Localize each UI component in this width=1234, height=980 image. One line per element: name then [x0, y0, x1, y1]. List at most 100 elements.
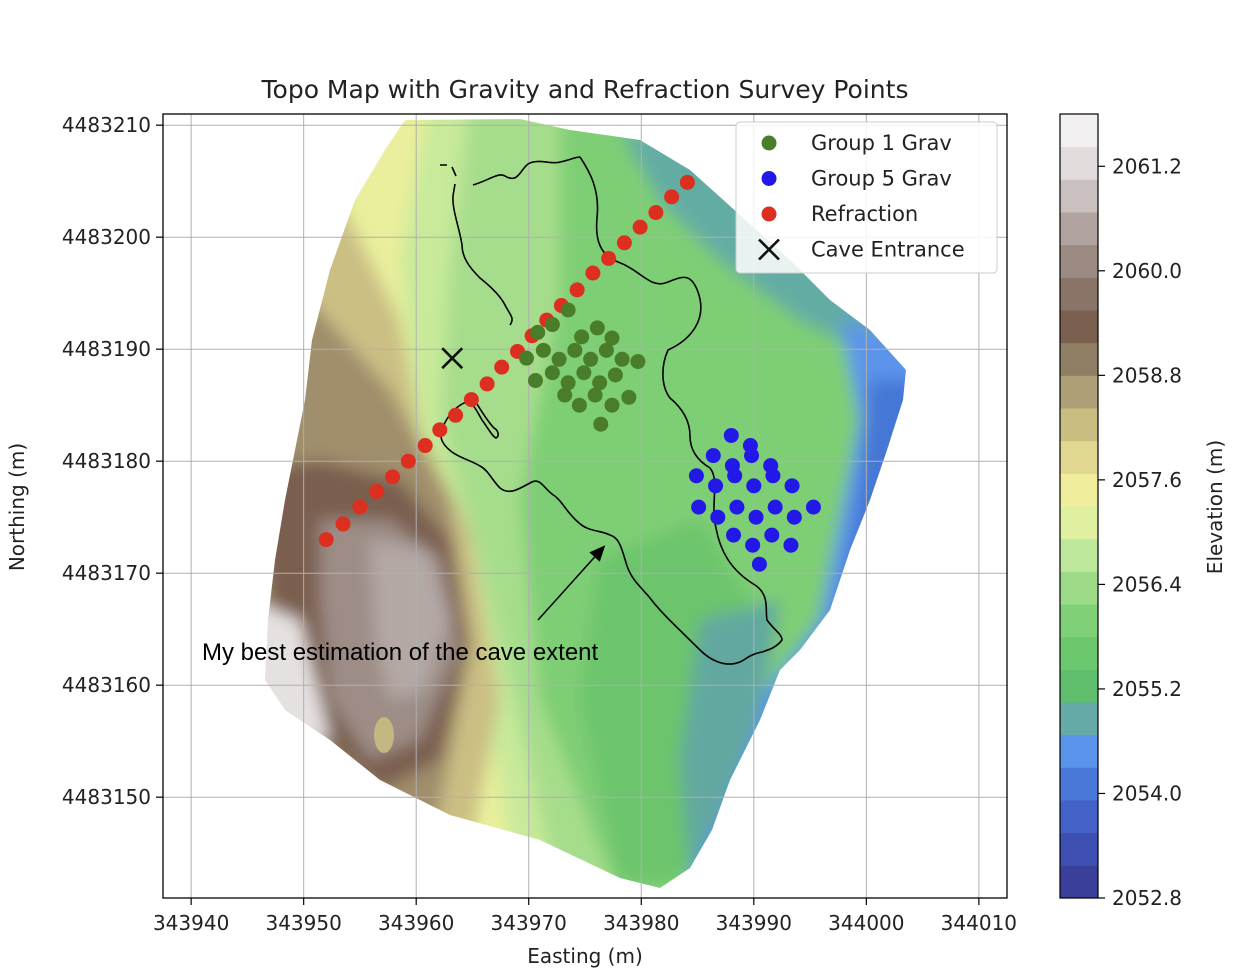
y-axis-label: Northing (m): [5, 443, 29, 571]
group-5-grav-point: [764, 527, 780, 543]
group-1-grav-point: [567, 342, 583, 358]
colorbar-band: [1060, 277, 1098, 311]
group-5-grav-point: [765, 468, 781, 484]
refraction-point: [648, 205, 664, 221]
x-tick-label: 343940: [153, 911, 229, 935]
colorbar-band: [1060, 734, 1098, 768]
colorbar-band: [1060, 767, 1098, 801]
annotation-text: My best estimation of the cave extent: [202, 639, 599, 666]
colorbar-band: [1060, 440, 1098, 474]
colorbar-band: [1060, 702, 1098, 736]
group-1-grav-point: [593, 416, 609, 432]
refraction-point: [318, 532, 334, 548]
group-5-grav-point: [784, 478, 800, 494]
x-tick-label: 343980: [603, 911, 679, 935]
group-5-grav-point: [786, 509, 802, 525]
y-tick-label: 4483170: [62, 561, 151, 585]
y-tick-label: 4483200: [62, 225, 151, 249]
refraction-point: [479, 376, 495, 392]
group-5-grav-points: [688, 427, 821, 572]
colorbar-band: [1060, 473, 1098, 507]
group-1-grav-point: [598, 342, 614, 358]
legend-label: Cave Entrance: [811, 238, 965, 262]
refraction-point: [448, 407, 464, 423]
cave-entrance-x-mark: [441, 347, 464, 370]
colorbar-band: [1060, 342, 1098, 376]
x-tick-label: 343960: [378, 911, 454, 935]
colorbar-band: [1060, 114, 1098, 148]
colorbar-band: [1060, 669, 1098, 703]
colorbar-tick-label: 2054.0: [1112, 781, 1182, 805]
group-5-grav-point: [726, 527, 742, 543]
colorbar-tick-label: 2052.8: [1112, 886, 1182, 910]
group-1-grav-point: [527, 373, 543, 389]
group-5-grav-point: [688, 468, 704, 484]
legend-marker: [761, 135, 777, 151]
group-5-grav-point: [729, 499, 745, 515]
x-axis-ticks: 343940 343950 343960 343970 343980 343990 3440…: [153, 898, 1017, 935]
group-1-grav-point: [604, 330, 620, 346]
group-5-grav-point: [748, 509, 764, 525]
y-tick-label: 4483180: [62, 449, 151, 473]
group-5-grav-point: [710, 509, 726, 525]
group-1-grav-point: [630, 354, 646, 370]
group-1-grav-point: [560, 375, 576, 391]
group-1-grav-point: [589, 320, 605, 336]
legend: Group 1 Grav Group 5 Grav Refraction Cave E…: [735, 121, 998, 274]
cave-entrance-marker: [441, 347, 464, 370]
cave-extent-outline: [440, 156, 783, 665]
refraction-point: [417, 438, 433, 454]
group-5-grav-point: [691, 499, 707, 515]
refraction-point: [679, 174, 695, 190]
group-5-grav-point: [751, 556, 767, 572]
x-tick-label: 343970: [491, 911, 567, 935]
colorbar-tick-label: 2058.8: [1112, 363, 1182, 387]
group-1-grav-point: [604, 397, 620, 413]
colorbar: 2061.2 2060.0 2058.8 2057.6 2056.4 2055.2 2054…: [1059, 113, 1227, 910]
group-5-grav-point: [746, 478, 762, 494]
colorbar-band: [1060, 310, 1098, 344]
group-1-grav-point: [583, 351, 599, 367]
refraction-point: [463, 392, 479, 408]
refraction-point: [432, 422, 448, 438]
refraction-point: [601, 250, 617, 266]
legend-label: Group 5 Grav: [811, 167, 952, 191]
group-1-grav-point: [587, 387, 603, 403]
refraction-point: [494, 359, 510, 375]
x-tick-label: 344000: [828, 911, 904, 935]
refraction-point: [369, 483, 385, 499]
annotation-arrowhead: [589, 545, 606, 562]
x-tick-label: 343950: [265, 911, 341, 935]
refraction-point: [400, 453, 416, 469]
refraction-point: [664, 189, 680, 205]
colorbar-band: [1060, 179, 1098, 213]
refraction-point: [616, 235, 632, 251]
refraction-point: [585, 265, 601, 281]
colorbar-band: [1060, 571, 1098, 605]
legend-marker: [761, 171, 777, 186]
y-tick-label: 4483150: [62, 785, 151, 809]
x-tick-label: 343990: [716, 911, 792, 935]
group-5-grav-point: [723, 427, 739, 443]
colorbar-band: [1060, 865, 1098, 899]
y-axis-ticks: 4483150 4483160 4483170 4483180 4483190 44832…: [62, 113, 163, 809]
group-5-grav-point: [708, 478, 724, 494]
group-5-grav-point: [727, 468, 743, 484]
legend-marker: [761, 206, 777, 222]
y-tick-label: 4483160: [62, 673, 151, 697]
colorbar-band: [1060, 146, 1098, 180]
colorbar-band: [1060, 800, 1098, 834]
group-1-grav-point: [544, 365, 560, 381]
colorbar-tick-label: 2056.4: [1112, 572, 1182, 596]
group-1-grav-point: [621, 389, 637, 405]
refraction-point: [335, 516, 351, 532]
refraction-point: [385, 469, 401, 485]
group-1-grav-point: [592, 375, 608, 391]
group-1-grav-point: [551, 351, 567, 367]
plot-frame: [162, 113, 1008, 899]
colorbar-band: [1060, 636, 1098, 670]
colorbar-band: [1060, 212, 1098, 246]
group-1-grav-point: [614, 351, 630, 367]
group-5-grav-point: [744, 448, 760, 464]
group-5-grav-point: [705, 448, 721, 464]
